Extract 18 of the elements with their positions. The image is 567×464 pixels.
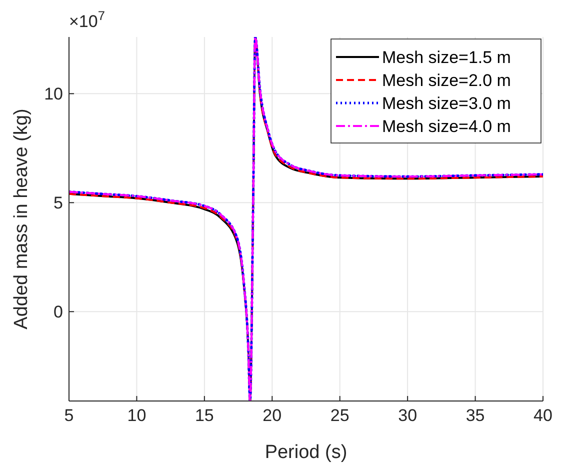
x-tick-label: 35 <box>466 406 485 425</box>
legend-label: Mesh size=3.0 m <box>382 94 511 113</box>
line-series <box>69 37 543 401</box>
legend-label: Mesh size=2.0 m <box>382 71 511 90</box>
x-tick-label: 10 <box>127 406 146 425</box>
legend-label: Mesh size=4.0 m <box>382 117 511 136</box>
x-tick-label: 25 <box>330 406 350 425</box>
x-tick-label: 15 <box>194 406 214 425</box>
x-tick-label: 20 <box>262 406 282 425</box>
text: ×10$^{7}$ <box>69 8 105 31</box>
legend-label: Mesh size=1.5 m <box>382 48 511 67</box>
y-axis-title: Added mass in heave (kg) <box>11 108 32 330</box>
y-tick-label: 10 <box>44 84 63 104</box>
y-tick-label: 5 <box>54 194 63 213</box>
x-tick-label: 40 <box>534 406 552 425</box>
x-axis-title: Period (s) <box>264 442 348 463</box>
y-tick-label: 0 <box>54 302 63 322</box>
x-tick-label: 30 <box>398 406 418 425</box>
